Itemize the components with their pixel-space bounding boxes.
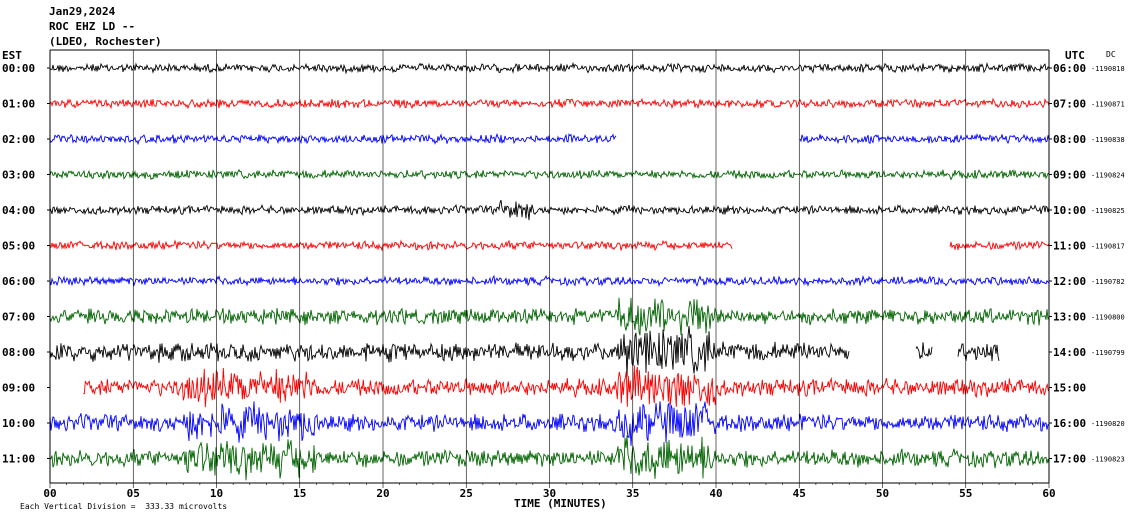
- x-tick-label: 00: [43, 487, 56, 500]
- est-row-label: 08:00: [2, 346, 35, 359]
- trace-line: [83, 365, 1049, 408]
- dc-label: DC: [1106, 50, 1116, 59]
- utc-row-label: 15:00: [1053, 382, 1086, 395]
- x-tick-label: 60: [1042, 487, 1055, 500]
- x-tick-label: 40: [709, 487, 722, 500]
- est-axis-label: EST: [2, 49, 22, 62]
- x-tick-label: 10: [210, 487, 223, 500]
- dc-offset-label: -1190800: [1091, 314, 1125, 322]
- scale-footer: Each Vertical Division = 333.33 microvol…: [20, 502, 228, 511]
- utc-row-label: 07:00: [1053, 98, 1086, 111]
- utc-row-label: 06:00: [1053, 62, 1086, 75]
- x-tick-label: 20: [376, 487, 389, 500]
- plot-frame: [47, 49, 1052, 488]
- x-tick-label: 55: [959, 487, 972, 500]
- est-row-label: 05:00: [2, 240, 35, 253]
- x-tick-label: 50: [876, 487, 889, 500]
- utc-row-label: 13:00: [1053, 311, 1086, 324]
- utc-row-label: 16:00: [1053, 417, 1086, 430]
- x-axis-title: TIME (MINUTES): [514, 497, 607, 510]
- est-row-label: 06:00: [2, 275, 35, 288]
- dc-offset-label: -1190871: [1091, 101, 1125, 109]
- dc-offset-label: -1190823: [1091, 456, 1125, 464]
- utc-row-label: 14:00: [1053, 346, 1086, 359]
- trace-line: [49, 239, 1050, 252]
- est-row-label: 09:00: [2, 382, 35, 395]
- dc-offset-label: -1190817: [1091, 243, 1125, 251]
- dc-offset-label: -1190824: [1091, 172, 1125, 180]
- dc-offset-label: -1190818: [1091, 65, 1125, 73]
- est-row-label: 07:00: [2, 311, 35, 324]
- network-label: (LDEO, Rochester): [49, 35, 162, 48]
- est-row-label: 04:00: [2, 204, 35, 217]
- est-row-label: 00:00: [2, 62, 35, 75]
- date-label: Jan29,2024: [49, 5, 116, 18]
- est-row-label: 03:00: [2, 169, 35, 182]
- utc-row-label: 12:00: [1053, 275, 1086, 288]
- est-row-label: 10:00: [2, 417, 35, 430]
- est-row-label: 01:00: [2, 98, 35, 111]
- utc-row-label: 09:00: [1053, 169, 1086, 182]
- trace-line: [49, 132, 1050, 146]
- x-tick-label: 30: [543, 487, 556, 500]
- station-label: ROC EHZ LD --: [49, 20, 136, 33]
- dc-offset-label: -1190825: [1091, 207, 1125, 215]
- est-row-label: 11:00: [2, 453, 35, 466]
- axis-labels: 00 05 10 15 20 25 30 35 40 45 50 55 60 00:00 06:00 -119…: [2, 62, 1125, 500]
- dc-offset-label: -1190838: [1091, 136, 1125, 144]
- utc-row-label: 17:00: [1053, 453, 1086, 466]
- dc-offset-label: -1190782: [1091, 278, 1125, 286]
- est-row-label: 02:00: [2, 133, 35, 146]
- x-tick-label: 05: [127, 487, 140, 500]
- utc-row-label: 11:00: [1053, 240, 1086, 253]
- dc-offset-label: -1190820: [1091, 420, 1125, 428]
- x-tick-label: 35: [626, 487, 639, 500]
- dc-offset-label: -1190799: [1091, 349, 1125, 357]
- x-tick-label: 25: [460, 487, 473, 500]
- x-tick-label: 15: [293, 487, 306, 500]
- utc-row-label: 10:00: [1053, 204, 1086, 217]
- trace-line: [49, 325, 1000, 377]
- utc-axis-label: UTC: [1065, 49, 1085, 62]
- x-tick-label: 45: [793, 487, 806, 500]
- utc-row-label: 08:00: [1053, 133, 1086, 146]
